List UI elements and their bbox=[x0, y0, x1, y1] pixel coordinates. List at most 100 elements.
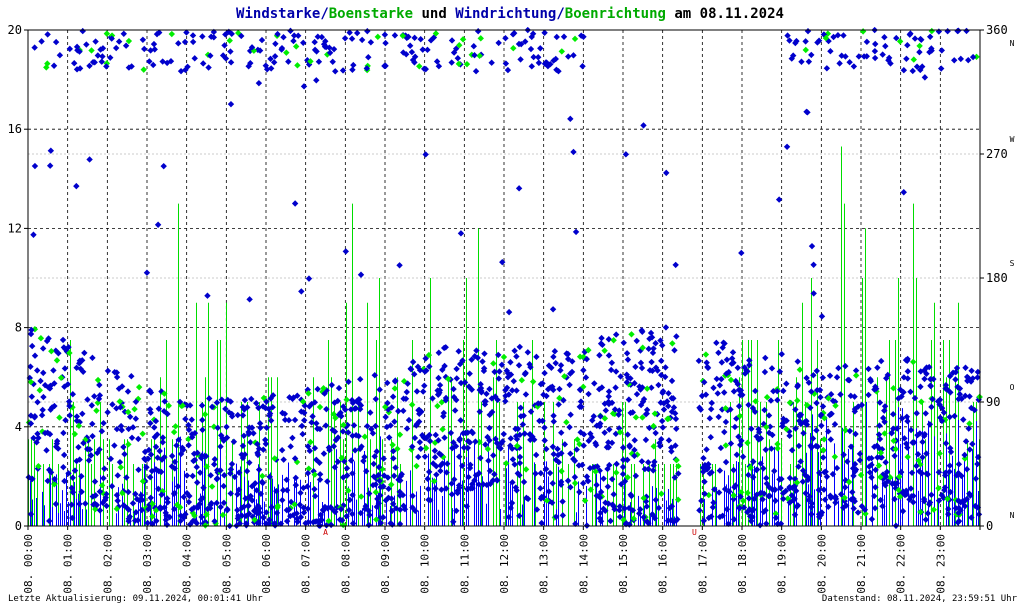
gust-dir-point bbox=[490, 360, 497, 367]
wind-dir-point bbox=[588, 434, 595, 441]
wind-dir-point bbox=[185, 421, 192, 429]
wind-dir-point bbox=[909, 67, 916, 75]
gust-dir-point bbox=[271, 455, 278, 462]
wind-dir-point bbox=[961, 451, 968, 459]
wind-dir-point bbox=[396, 520, 404, 528]
wind-dir-point bbox=[879, 51, 886, 58]
wind-dir-point bbox=[665, 402, 672, 410]
wind-dir-point bbox=[320, 40, 328, 48]
wind-dir-point bbox=[597, 518, 605, 525]
wind-dir-point bbox=[769, 431, 776, 439]
wind-dir-point bbox=[885, 57, 892, 64]
wind-dir-point bbox=[871, 492, 878, 500]
wind-dir-point bbox=[91, 393, 98, 400]
wind-dir-point bbox=[496, 368, 503, 375]
gust-dir-point bbox=[98, 482, 106, 489]
gust-dir-point bbox=[910, 56, 918, 63]
wind-dir-point bbox=[199, 60, 207, 67]
wind-dir-point bbox=[631, 380, 638, 387]
wind-dir-point bbox=[879, 503, 886, 510]
wind-dir-point bbox=[786, 432, 793, 440]
wind-dir-point bbox=[911, 35, 919, 42]
wind-dir-point bbox=[464, 437, 472, 445]
wind-dir-point bbox=[893, 425, 901, 432]
wind-dir-point bbox=[162, 516, 170, 524]
wind-dir-point bbox=[129, 424, 137, 431]
wind-dir-point bbox=[768, 365, 776, 372]
wind-dir-point bbox=[61, 365, 69, 372]
wind-dir-point bbox=[530, 53, 537, 61]
gust-dir-point bbox=[203, 463, 210, 470]
wind-dir-point bbox=[924, 471, 932, 478]
wind-dir-point bbox=[134, 517, 142, 524]
wind-dir-point bbox=[557, 367, 564, 374]
wind-dir-point bbox=[125, 488, 132, 496]
wind-dir-point bbox=[577, 398, 585, 405]
wind-dir-point bbox=[582, 374, 590, 381]
gust-dir-point bbox=[413, 462, 420, 470]
gust-dir-point bbox=[513, 442, 521, 450]
wind-dir-point bbox=[797, 420, 805, 428]
wind-dir-point bbox=[61, 451, 68, 459]
wind-dir-point bbox=[341, 35, 349, 42]
wind-dir-point bbox=[611, 406, 619, 413]
wind-dir-point bbox=[152, 443, 160, 451]
gust-dir-point bbox=[203, 511, 210, 518]
wind-dir-point bbox=[68, 484, 76, 492]
wind-dir-point bbox=[144, 455, 152, 463]
gust-dir-point bbox=[191, 512, 198, 519]
gust-dir-point bbox=[176, 504, 184, 511]
wind-dir-point bbox=[624, 431, 631, 438]
gust-dir-point bbox=[389, 441, 396, 449]
wind-dir-point bbox=[84, 445, 91, 453]
wind-dir-point bbox=[598, 334, 605, 342]
wind-dir-point bbox=[366, 511, 373, 519]
wind-dir-point bbox=[139, 496, 146, 504]
wind-dir-point bbox=[222, 55, 230, 62]
wind-dir-point bbox=[465, 383, 473, 390]
wind-dir-point bbox=[805, 379, 813, 386]
wind-dir-point bbox=[881, 418, 888, 426]
wind-dir-point bbox=[804, 476, 812, 484]
title-part-wind-dir: Windrichtung/ bbox=[455, 6, 565, 22]
gust-dir-point bbox=[149, 513, 156, 520]
wind-dir-point bbox=[851, 460, 859, 468]
wind-dir-point bbox=[171, 505, 178, 513]
gust-dir-point bbox=[543, 497, 551, 504]
gust-dir-point bbox=[585, 346, 592, 354]
wind-dir-point bbox=[476, 408, 483, 415]
wind-dir-point bbox=[792, 425, 799, 432]
wind-dir-point bbox=[46, 517, 53, 525]
wind-dir-point bbox=[800, 429, 807, 437]
wind-dir-point bbox=[324, 505, 331, 512]
wind-dir-point bbox=[426, 431, 433, 439]
wind-dir-point bbox=[774, 396, 781, 404]
wind-dir-point bbox=[495, 444, 503, 451]
wind-dir-point bbox=[235, 469, 243, 476]
wind-dir-point bbox=[91, 59, 98, 66]
wind-dir-point bbox=[114, 472, 121, 479]
wind-dir-point bbox=[546, 469, 554, 477]
wind-dir-point bbox=[61, 477, 68, 485]
gust-dir-point bbox=[152, 507, 160, 514]
wind-dir-point bbox=[616, 407, 623, 414]
wind-dir-point bbox=[625, 504, 633, 512]
wind-dir-point bbox=[263, 509, 270, 516]
wind-dir-point bbox=[477, 381, 484, 388]
gust-dir-point bbox=[702, 351, 710, 358]
gust-dir-point bbox=[119, 489, 126, 497]
wind-dir-point bbox=[253, 510, 261, 517]
wind-dir-point bbox=[313, 77, 320, 84]
wind-dir-point bbox=[267, 417, 275, 424]
wind-dir-point bbox=[269, 403, 276, 411]
gust-dir-point bbox=[895, 486, 902, 494]
wind-dir-point bbox=[82, 500, 89, 507]
wind-dir-point bbox=[834, 32, 842, 39]
wind-dir-point bbox=[65, 343, 72, 351]
wind-dir-point bbox=[92, 38, 99, 45]
wind-dir-point bbox=[300, 83, 308, 90]
wind-dir-point bbox=[507, 435, 515, 442]
gust-dir-point bbox=[877, 473, 884, 481]
wind-dir-point bbox=[234, 491, 241, 498]
wind-dir-point bbox=[409, 492, 416, 500]
